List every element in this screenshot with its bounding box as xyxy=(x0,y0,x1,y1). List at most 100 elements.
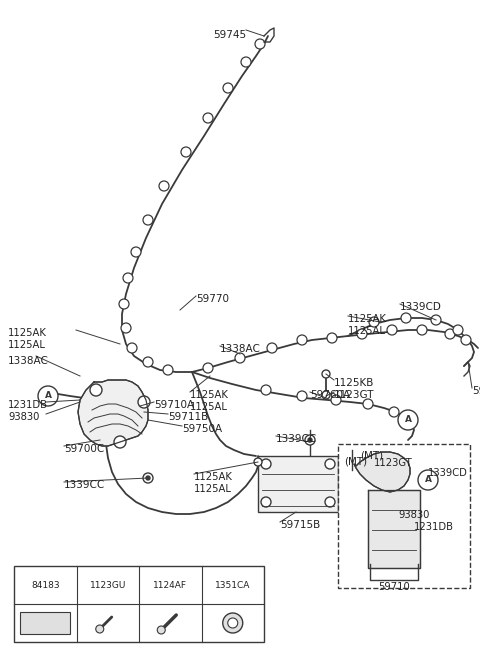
Circle shape xyxy=(308,438,312,442)
Circle shape xyxy=(406,496,414,504)
Circle shape xyxy=(235,353,245,363)
Circle shape xyxy=(390,504,398,512)
Circle shape xyxy=(121,323,131,333)
Circle shape xyxy=(203,113,213,123)
Circle shape xyxy=(114,436,126,448)
Text: 1123GT: 1123GT xyxy=(374,458,413,468)
Circle shape xyxy=(305,435,315,445)
Text: 93830: 93830 xyxy=(398,510,430,520)
Circle shape xyxy=(417,325,427,335)
Circle shape xyxy=(203,363,213,373)
Circle shape xyxy=(331,395,341,405)
Bar xyxy=(338,444,470,588)
Text: 59700C: 59700C xyxy=(64,444,104,454)
Text: 1339CC: 1339CC xyxy=(276,434,317,444)
Text: 1125AK
1125AL: 1125AK 1125AL xyxy=(8,328,47,350)
Text: 1339CD: 1339CD xyxy=(400,302,442,312)
Text: 59745: 59745 xyxy=(472,386,480,396)
Circle shape xyxy=(445,329,455,339)
Text: 1125AK
1125AL: 1125AK 1125AL xyxy=(190,390,229,411)
Circle shape xyxy=(261,497,271,507)
Circle shape xyxy=(223,613,243,633)
Circle shape xyxy=(297,335,307,345)
Circle shape xyxy=(146,476,150,480)
Circle shape xyxy=(401,313,411,323)
Circle shape xyxy=(322,370,330,378)
Circle shape xyxy=(159,181,169,191)
Text: 1125AK
1125AL: 1125AK 1125AL xyxy=(194,472,233,494)
Circle shape xyxy=(363,399,373,409)
Bar xyxy=(258,456,338,512)
Circle shape xyxy=(431,315,441,325)
Circle shape xyxy=(157,626,165,634)
Circle shape xyxy=(325,459,335,469)
Circle shape xyxy=(254,458,262,466)
Text: 1125KB: 1125KB xyxy=(334,378,374,388)
Text: 59750A: 59750A xyxy=(182,424,222,434)
Circle shape xyxy=(143,215,153,225)
Circle shape xyxy=(398,410,418,430)
Circle shape xyxy=(261,385,271,395)
Text: 59710: 59710 xyxy=(378,582,410,592)
Circle shape xyxy=(461,335,471,345)
Bar xyxy=(20,612,70,635)
Circle shape xyxy=(418,470,438,490)
Circle shape xyxy=(325,497,335,507)
Text: 84183: 84183 xyxy=(31,580,60,590)
Circle shape xyxy=(90,384,102,396)
Text: 1125AK
1125AL: 1125AK 1125AL xyxy=(348,314,387,335)
Circle shape xyxy=(181,147,191,157)
Circle shape xyxy=(131,247,141,257)
Text: 93830: 93830 xyxy=(8,412,39,422)
Text: 1351CA: 1351CA xyxy=(215,580,251,590)
Bar xyxy=(14,566,264,642)
Text: 1123GT: 1123GT xyxy=(334,390,374,400)
Polygon shape xyxy=(368,490,420,568)
Text: 1124AF: 1124AF xyxy=(153,580,187,590)
Circle shape xyxy=(241,57,251,67)
Text: A: A xyxy=(45,392,51,400)
Circle shape xyxy=(143,473,153,483)
Circle shape xyxy=(143,357,153,367)
Text: 1231DB: 1231DB xyxy=(414,522,454,532)
Circle shape xyxy=(387,325,397,335)
Circle shape xyxy=(96,625,104,633)
Circle shape xyxy=(348,446,356,454)
Text: 1231DB: 1231DB xyxy=(8,400,48,410)
Text: A: A xyxy=(405,415,411,424)
Circle shape xyxy=(389,407,399,417)
Text: 1338AC: 1338AC xyxy=(8,356,49,366)
Text: 1339CD: 1339CD xyxy=(428,468,468,478)
Circle shape xyxy=(322,391,330,399)
Circle shape xyxy=(409,519,415,525)
Circle shape xyxy=(163,365,173,375)
Circle shape xyxy=(369,317,379,327)
Circle shape xyxy=(327,333,337,343)
Circle shape xyxy=(261,459,271,469)
Circle shape xyxy=(255,39,265,49)
Circle shape xyxy=(123,273,133,283)
Text: 59760A: 59760A xyxy=(310,390,350,400)
Circle shape xyxy=(390,536,398,544)
Circle shape xyxy=(38,386,58,406)
Circle shape xyxy=(390,516,398,524)
Circle shape xyxy=(373,495,383,505)
Text: 59770: 59770 xyxy=(196,294,229,304)
Circle shape xyxy=(297,391,307,401)
Circle shape xyxy=(127,343,137,353)
Circle shape xyxy=(453,325,463,335)
Text: 59745: 59745 xyxy=(213,30,246,40)
Circle shape xyxy=(228,618,238,628)
Circle shape xyxy=(267,343,277,353)
Text: 1339CC: 1339CC xyxy=(64,480,105,490)
Polygon shape xyxy=(78,380,148,446)
Text: A: A xyxy=(424,476,432,485)
Text: 59710A: 59710A xyxy=(154,400,194,410)
Polygon shape xyxy=(354,452,410,492)
Circle shape xyxy=(357,329,367,339)
Text: 59715B: 59715B xyxy=(280,520,320,530)
Circle shape xyxy=(138,396,150,408)
Circle shape xyxy=(223,83,233,93)
Circle shape xyxy=(119,299,129,309)
Text: (MT): (MT) xyxy=(344,456,367,466)
